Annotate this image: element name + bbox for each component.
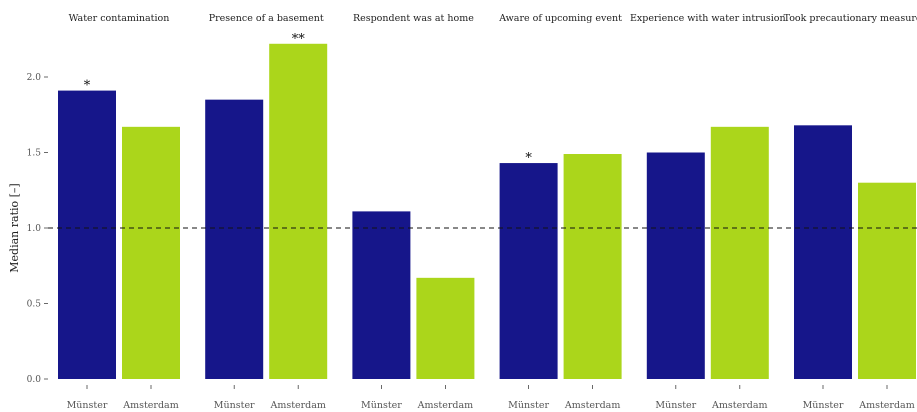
bar-amsterdam	[269, 43, 328, 379]
bar-amsterdam	[563, 154, 622, 379]
bar-amsterdam	[122, 126, 180, 379]
x-tick-label: Amsterdam	[564, 400, 620, 411]
x-tick-label: Amsterdam	[858, 400, 914, 411]
x-tick-label: Amsterdam	[417, 400, 473, 411]
bar-munster	[58, 90, 116, 379]
facet-title: Water contamination	[69, 13, 170, 24]
significance-marker: **	[292, 32, 306, 47]
significance-marker: *	[525, 151, 532, 166]
bar-munster	[205, 99, 264, 380]
y-axis: 0.0 0.5 1.0 1.5 2.0	[27, 73, 888, 389]
x-tick-label: Amsterdam	[711, 400, 767, 411]
y-tick-label: 0.0	[27, 375, 42, 385]
bar-munster	[646, 152, 705, 379]
facet-title: Took precautionary measures	[784, 13, 917, 24]
x-tick-label: Münster	[508, 400, 549, 411]
bars	[58, 43, 916, 380]
x-tick-label: Amsterdam	[269, 400, 325, 411]
facet-title: Aware of upcoming event	[498, 13, 622, 24]
bar-munster	[352, 211, 411, 379]
x-tick-label: Münster	[361, 400, 402, 411]
y-tick-label: 1.5	[27, 149, 42, 159]
bar-munster	[794, 125, 852, 379]
x-tick-label: Amsterdam	[122, 400, 178, 411]
bar-amsterdam	[710, 126, 769, 379]
y-tick-label: 1.0	[27, 224, 42, 234]
x-tick-label: Münster	[214, 400, 255, 411]
bar-munster	[499, 163, 558, 379]
facet-title: Respondent was at home	[353, 13, 474, 24]
x-tick-label: Münster	[803, 400, 844, 411]
significance-marker: *	[84, 79, 91, 94]
labels: Water contamination Münster * Amsterdam Pres…	[67, 13, 917, 411]
x-tick-label: Münster	[67, 400, 108, 411]
bar-amsterdam	[858, 182, 916, 379]
y-tick-label: 0.5	[27, 300, 42, 310]
y-tick-label: 2.0	[27, 73, 42, 83]
facet-title: Experience with water intrusion	[630, 13, 786, 24]
bar-amsterdam	[416, 277, 475, 379]
x-tick-label: Münster	[655, 400, 696, 411]
facet-title: Presence of a basement	[209, 13, 324, 24]
y-axis-title: Median ratio [–]	[8, 183, 21, 272]
